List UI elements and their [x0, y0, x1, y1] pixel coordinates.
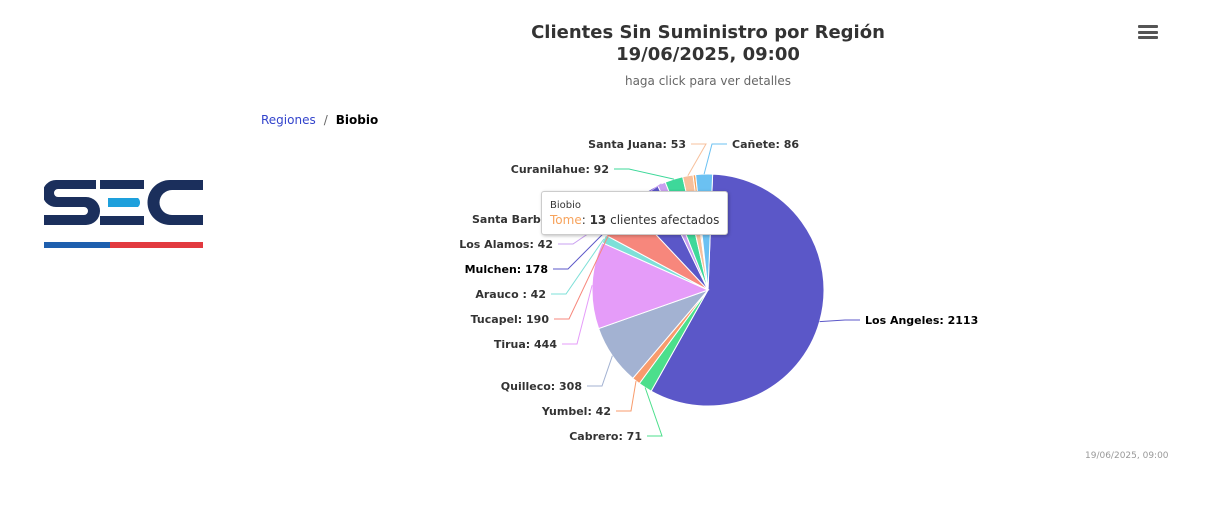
data-label[interactable]: Cabrero: 71	[569, 430, 642, 443]
tooltip-series: Biobio	[550, 200, 582, 211]
tooltip-value: 13	[589, 213, 607, 227]
breadcrumb: Regiones / Biobio	[261, 113, 378, 127]
chart-subtitle: haga click para ver detalles	[624, 74, 792, 88]
data-label[interactable]: Arauco : 42	[475, 288, 546, 301]
connector-line	[616, 380, 637, 412]
connector-line	[551, 238, 605, 295]
breadcrumb-current: Biobio	[335, 113, 379, 127]
data-label[interactable]: Tucapel: 190	[471, 313, 550, 326]
chart-title-line1: Clientes Sin Suministro por Región	[531, 22, 885, 43]
connector-line	[687, 143, 707, 177]
tooltip-suffix: clientes afectados	[610, 213, 720, 227]
connector-line	[562, 285, 593, 345]
data-label[interactable]: Mulchen: 178	[465, 263, 548, 276]
data-label[interactable]: Tirua: 444	[494, 338, 557, 351]
chart-credit: 19/06/2025, 09:00	[1085, 451, 1169, 461]
breadcrumb-regiones-link[interactable]: Regiones	[261, 113, 316, 127]
data-label[interactable]: Quilleco: 308	[501, 380, 582, 393]
data-label[interactable]: Santa Juana: 53	[588, 138, 686, 151]
chart-title: Clientes Sin Suministro por Región 19/06…	[0, 22, 1220, 66]
connector-line	[819, 319, 860, 323]
data-label[interactable]: Los Angeles: 2113	[865, 314, 978, 327]
connector-line	[703, 143, 727, 175]
breadcrumb-separator: /	[323, 113, 328, 127]
data-label[interactable]: Cañete: 86	[732, 138, 799, 151]
data-label[interactable]: Yumbel: 42	[541, 405, 611, 418]
pie-slice-los-angeles[interactable]	[650, 173, 825, 407]
connector-line	[644, 387, 663, 437]
connector-line	[614, 168, 674, 180]
chart-title-date: 19/06/2025, 09:00	[616, 44, 800, 65]
data-label[interactable]: Curanilahue: 92	[511, 163, 609, 176]
data-label[interactable]: Los Alamos: 42	[459, 238, 553, 251]
tooltip-point: Tome	[550, 213, 582, 227]
connector-line	[587, 355, 613, 387]
hamburger-icon[interactable]	[1138, 25, 1158, 41]
sec-logo	[44, 180, 203, 248]
data-label[interactable]: Santa Barbar	[472, 213, 554, 226]
tooltip: Biobio Tome: 13 clientes afectados	[541, 191, 729, 235]
connector-line	[554, 219, 617, 320]
